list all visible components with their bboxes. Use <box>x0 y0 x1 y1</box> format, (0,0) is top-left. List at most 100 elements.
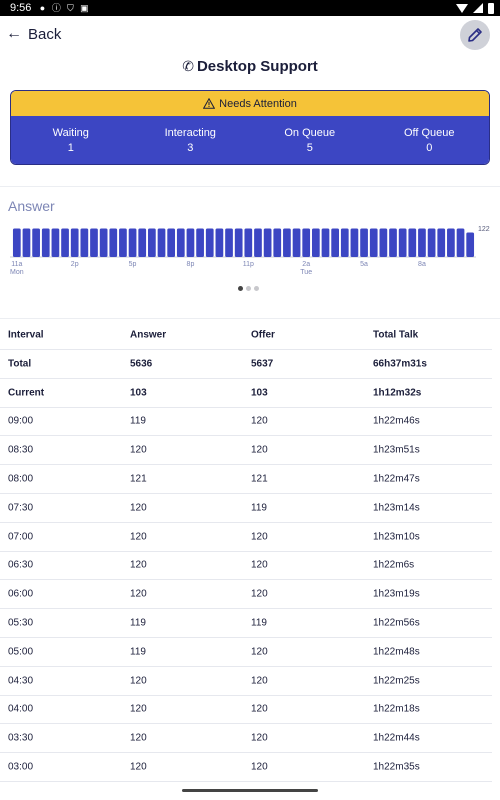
chart-bar[interactable] <box>427 228 436 257</box>
chart-bar[interactable] <box>311 228 320 257</box>
chart-bar[interactable] <box>340 228 349 257</box>
cell-answer: 103 <box>130 387 147 399</box>
cell-offer: 119 <box>251 617 267 629</box>
cell-total-talk: 1h23m10s <box>373 531 420 543</box>
status-bar: 9:56 ● ⓘ ⛉ ▣ <box>0 0 500 16</box>
chart-bar[interactable] <box>408 228 417 257</box>
cell-answer: 120 <box>130 502 147 514</box>
stat-label: On Queue <box>284 127 336 139</box>
table-row: 04:00 120 120 1h22m18s <box>0 696 492 725</box>
chart-bar[interactable] <box>41 228 50 257</box>
chart-bar[interactable] <box>148 228 156 257</box>
queue-status-card[interactable]: Needs Attention Waiting 1 Interacting 3 … <box>10 90 490 165</box>
chart-bar[interactable] <box>447 228 455 257</box>
x-tick-label: 5a <box>360 261 368 268</box>
chart-bar[interactable] <box>51 228 60 257</box>
chart-bar[interactable] <box>350 228 359 257</box>
edit-button[interactable] <box>460 20 490 50</box>
header-interval: Interval <box>8 329 44 341</box>
chart-bar[interactable] <box>466 232 475 257</box>
page-indicator[interactable] <box>238 286 259 291</box>
chart-bar[interactable] <box>109 228 118 257</box>
stat-value: 0 <box>426 142 433 154</box>
chart-bar[interactable] <box>398 228 407 257</box>
chart-bar[interactable] <box>292 228 301 257</box>
chart-bar[interactable] <box>119 228 127 257</box>
battery-icon <box>488 2 494 14</box>
chart-bar[interactable] <box>167 228 176 257</box>
cell-offer: 120 <box>251 675 268 687</box>
warning-icon <box>203 98 216 109</box>
cell-total-talk: 1h22m35s <box>373 761 420 773</box>
cell-offer: 120 <box>251 531 268 543</box>
table-row: 08:30 120 120 1h23m51s <box>0 436 492 466</box>
chart-bar[interactable] <box>196 228 204 257</box>
cell-interval: 03:00 <box>8 761 34 773</box>
cell-offer: 5637 <box>251 358 274 370</box>
chart-bar[interactable] <box>283 228 291 257</box>
chart-bar[interactable] <box>80 228 89 257</box>
chart-bar[interactable] <box>360 228 368 257</box>
chart-bar[interactable] <box>379 228 388 257</box>
chart-bar[interactable] <box>128 228 137 257</box>
chart-bar[interactable] <box>32 228 40 257</box>
chart-bar[interactable] <box>225 228 233 257</box>
interval-table: Interval Answer Offer Total Talk Total 5… <box>0 321 500 782</box>
needs-attention-label: Needs Attention <box>219 97 297 110</box>
chart-bar[interactable] <box>70 228 79 257</box>
cell-interval: 06:00 <box>8 588 34 600</box>
home-indicator[interactable] <box>182 789 318 792</box>
chart-bar[interactable] <box>186 228 195 257</box>
chart-bar[interactable] <box>456 228 465 257</box>
chart-bar[interactable] <box>302 228 311 257</box>
chart-bar[interactable] <box>254 228 262 257</box>
cell-offer: 120 <box>251 703 268 715</box>
table-row: 06:00 120 120 1h23m19s <box>0 580 492 610</box>
chart-bar[interactable] <box>99 228 108 257</box>
cell-interval: Total <box>8 358 32 370</box>
chart-bar[interactable] <box>369 228 378 257</box>
pencil-icon <box>468 28 482 42</box>
cell-total-talk: 1h22m6s <box>373 559 415 571</box>
cell-answer: 120 <box>130 675 147 687</box>
chart-bar[interactable] <box>157 228 166 257</box>
phone-icon: ✆ <box>182 58 194 74</box>
chart-bar[interactable] <box>176 228 185 257</box>
chart-bar[interactable] <box>273 228 282 257</box>
chart-bar[interactable] <box>138 228 147 257</box>
table-row: 08:00 121 121 1h22m47s <box>0 465 492 494</box>
page-dot[interactable] <box>254 286 259 291</box>
chart-bar[interactable] <box>331 228 339 257</box>
cell-interval: 05:00 <box>8 646 34 658</box>
chart-bar[interactable] <box>61 228 69 257</box>
cell-interval: 06:30 <box>8 559 34 571</box>
chart-bar[interactable] <box>437 228 446 257</box>
page-dot[interactable] <box>246 286 251 291</box>
table-row: 05:30 119 119 1h22m56s <box>0 609 492 638</box>
chart-bar[interactable] <box>321 228 330 257</box>
chart-bar[interactable] <box>22 228 31 257</box>
status-time: 9:56 <box>10 2 32 14</box>
chart-bar[interactable] <box>389 228 397 257</box>
back-button[interactable]: ← Back <box>6 25 61 43</box>
chart-bar[interactable] <box>263 228 272 257</box>
chart-bar[interactable] <box>215 228 224 257</box>
x-tick-label: 11a <box>11 261 22 268</box>
table-row: 05:00 119 120 1h22m48s <box>0 638 492 667</box>
cell-total-talk: 1h22m18s <box>373 703 420 715</box>
chart-bar[interactable] <box>234 228 243 257</box>
cell-offer: 120 <box>251 732 268 744</box>
cell-total-talk: 1h22m25s <box>373 675 420 687</box>
back-arrow-icon: ← <box>6 25 22 42</box>
chart-bar[interactable] <box>418 228 426 257</box>
chart-bar[interactable] <box>90 228 98 257</box>
chart-bar[interactable] <box>12 228 21 257</box>
chart-bar[interactable] <box>244 228 253 257</box>
queue-stats: Waiting 1 Interacting 3 On Queue 5 Off Q… <box>11 116 490 164</box>
chart-bar[interactable] <box>205 228 214 257</box>
stat-off-queue: Off Queue 0 <box>370 126 490 156</box>
page-dot[interactable] <box>238 286 243 291</box>
signal-icon <box>473 3 483 13</box>
cell-answer: 5636 <box>130 358 153 370</box>
